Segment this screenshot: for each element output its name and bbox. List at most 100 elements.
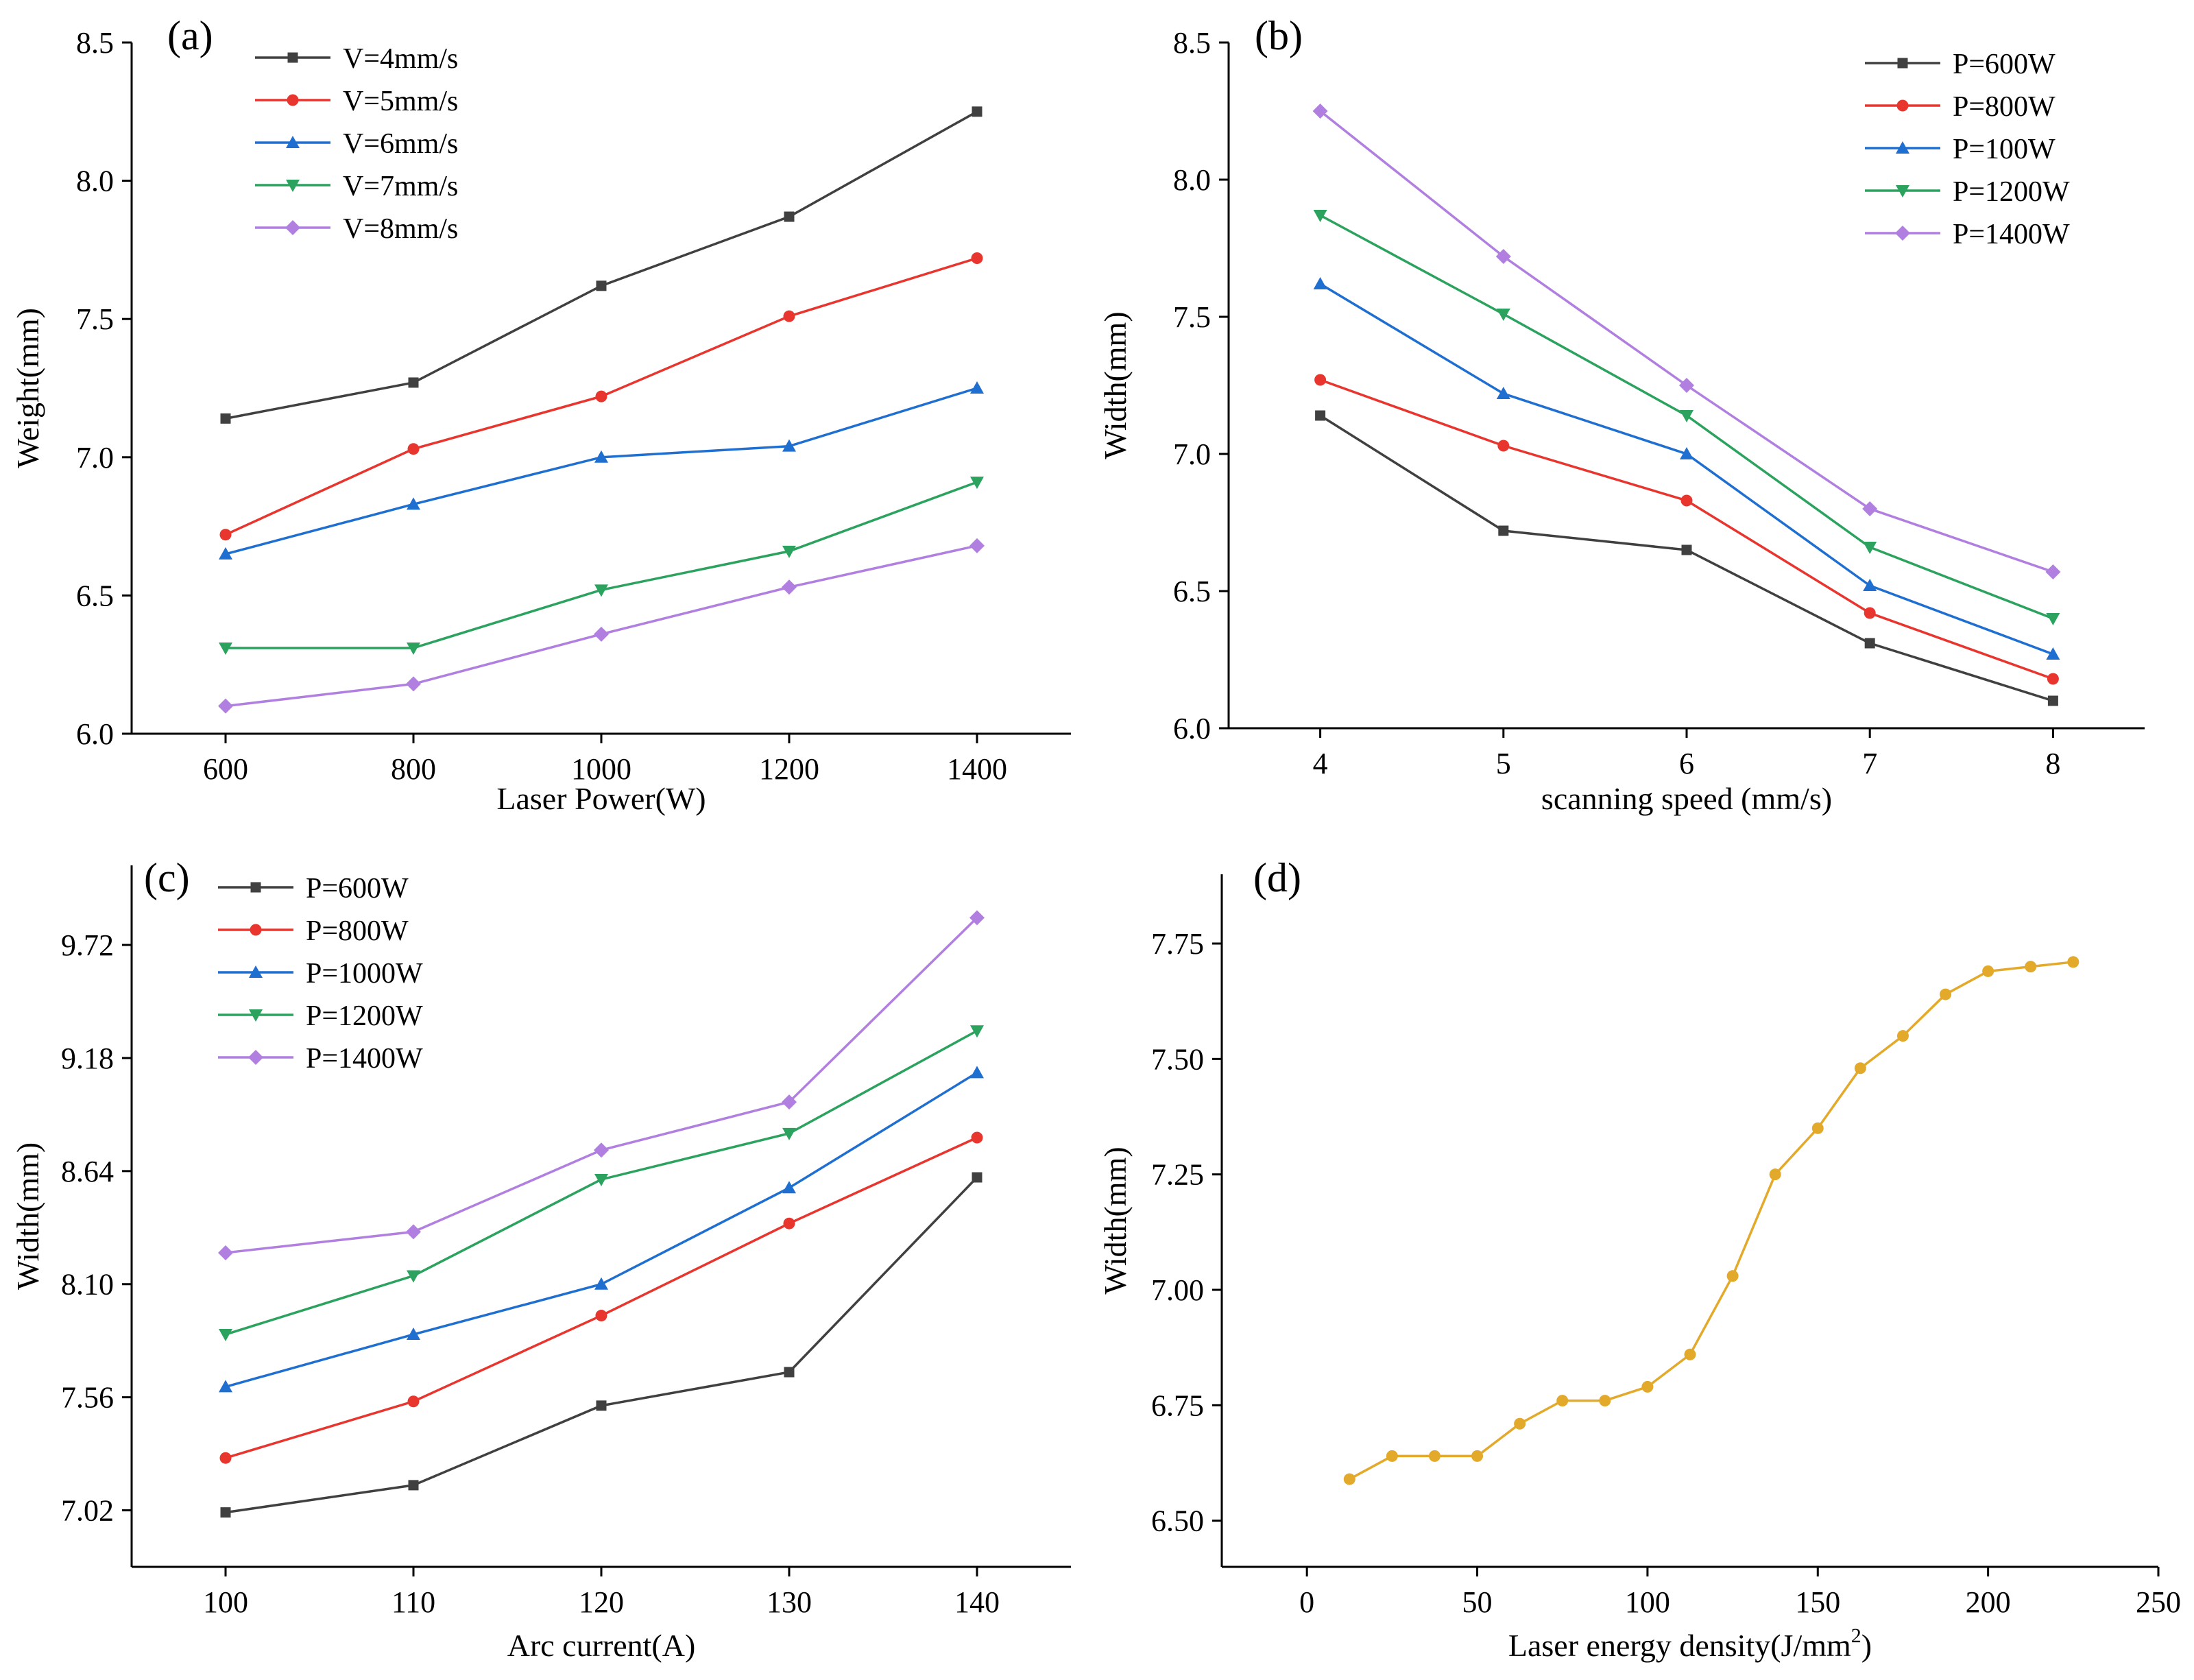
data-point xyxy=(1495,249,1511,264)
y-tick-label: 7.0 xyxy=(1173,437,1211,471)
data-point xyxy=(2067,956,2080,968)
legend-label: P=1400W xyxy=(1953,219,2070,250)
y-tick-label: 7.25 xyxy=(1151,1158,1204,1192)
data-point xyxy=(1863,542,1877,554)
data-point xyxy=(1982,965,1994,977)
data-point xyxy=(1428,1450,1440,1462)
x-tick-label: 150 xyxy=(1795,1585,1840,1619)
y-tick-label: 7.5 xyxy=(76,302,114,336)
data-point xyxy=(782,439,796,452)
series-line xyxy=(225,110,978,420)
data-point xyxy=(969,538,985,553)
legend-marker xyxy=(249,1009,263,1022)
legend-label: P=1000W xyxy=(306,958,423,989)
data-point xyxy=(784,211,795,222)
data-point xyxy=(1314,374,1327,386)
data-point xyxy=(408,1480,419,1491)
y-tick-label: 7.75 xyxy=(1151,927,1204,961)
y-tick-label: 8.0 xyxy=(76,165,114,198)
data-point xyxy=(220,413,231,424)
x-tick-label: 120 xyxy=(579,1585,624,1619)
data-point xyxy=(970,1025,984,1038)
data-point xyxy=(782,1127,796,1140)
y-axis-title: Width(mm) xyxy=(1098,1147,1133,1294)
legend-marker xyxy=(249,965,263,978)
y-axis-title: Weight(mm) xyxy=(10,308,45,468)
x-tick-label: 50 xyxy=(1462,1585,1493,1619)
data-point xyxy=(1386,1450,1398,1462)
x-tick-label: 200 xyxy=(1966,1585,2011,1619)
data-point xyxy=(971,252,983,264)
data-point xyxy=(596,1400,607,1411)
data-point xyxy=(406,1224,421,1240)
x-tick-label: 0 xyxy=(1299,1585,1314,1619)
x-tick-label: 6 xyxy=(1679,747,1694,780)
y-tick-label: 8.0 xyxy=(1173,163,1211,197)
legend-label: V=7mm/s xyxy=(343,171,458,202)
x-tick-label: 8 xyxy=(2045,747,2060,780)
data-point xyxy=(1681,544,1692,555)
data-point xyxy=(407,1270,420,1283)
data-point xyxy=(1514,1417,1526,1430)
legend-marker xyxy=(286,180,300,192)
data-point xyxy=(407,643,420,656)
legend-marker xyxy=(248,1050,263,1065)
legend-label: V=5mm/s xyxy=(343,86,458,117)
data-point xyxy=(595,390,607,403)
x-tick-label: 5 xyxy=(1496,747,1511,780)
data-point xyxy=(1471,1450,1484,1462)
data-point xyxy=(1496,309,1510,321)
x-tick-label: 100 xyxy=(1625,1585,1670,1619)
legend-marker xyxy=(287,94,299,106)
data-point xyxy=(219,643,232,656)
data-point xyxy=(970,381,984,394)
series-line xyxy=(1320,379,2053,680)
series-line xyxy=(1319,283,2054,656)
x-tick-label: 600 xyxy=(203,752,248,786)
legend-label: P=600W xyxy=(1953,49,2056,80)
data-point xyxy=(1343,1473,1355,1485)
data-point xyxy=(1497,440,1510,452)
y-tick-label: 7.56 xyxy=(61,1381,114,1415)
x-tick-label: 7 xyxy=(1862,747,1877,780)
x-axis-title-suffix: ) xyxy=(1861,1628,1872,1663)
series-line xyxy=(225,1071,978,1389)
data-point xyxy=(970,1066,984,1079)
data-point xyxy=(219,547,232,560)
data-point xyxy=(2047,673,2059,685)
legend-marker xyxy=(1895,226,1910,241)
data-point xyxy=(1315,410,1326,421)
legend-label: V=4mm/s xyxy=(343,43,458,75)
x-tick-label: 1000 xyxy=(571,752,631,786)
data-point xyxy=(1679,378,1694,393)
legend-label: V=6mm/s xyxy=(343,128,458,160)
data-point xyxy=(594,1142,609,1158)
x-axis-title: Arc current(A) xyxy=(507,1628,696,1663)
data-point xyxy=(1896,1030,1909,1042)
data-point xyxy=(1726,1270,1739,1282)
x-axis-title: Laser energy density(J/mm2) xyxy=(1508,1624,1872,1663)
y-axis-title: Width(mm) xyxy=(1098,311,1133,459)
data-point xyxy=(1599,1395,1611,1407)
panel-b: 4 5 6 7 8 6.0 6.5 7.0 7.5 8.0 8.5 scanning speed (m… xyxy=(1098,13,2145,816)
panel-a: 600 800 1000 1200 1400 6.0 6.5 7.0 7.5 8.0 8.5 Lase… xyxy=(10,13,1071,816)
data-point xyxy=(1498,525,1509,536)
panel-label: (a) xyxy=(167,13,213,58)
data-point xyxy=(596,280,607,291)
data-point xyxy=(1769,1168,1781,1181)
data-point xyxy=(2046,613,2060,625)
x-axis-title: Laser Power(W) xyxy=(496,781,706,816)
data-point xyxy=(970,477,984,490)
y-tick-label: 8.10 xyxy=(61,1268,114,1301)
data-point xyxy=(2045,564,2061,579)
legend-label: V=8mm/s xyxy=(343,213,458,245)
legend-label: P=1200W xyxy=(306,1000,423,1032)
y-tick-label: 9.18 xyxy=(61,1042,114,1075)
data-point xyxy=(594,584,608,597)
y-tick-label: 6.0 xyxy=(1173,712,1211,745)
y-tick-label: 6.75 xyxy=(1151,1389,1204,1422)
panel-label: (b) xyxy=(1255,13,1303,58)
data-point xyxy=(2025,961,2037,973)
y-tick-label: 6.0 xyxy=(76,717,114,751)
y-tick-label: 7.02 xyxy=(61,1494,114,1528)
